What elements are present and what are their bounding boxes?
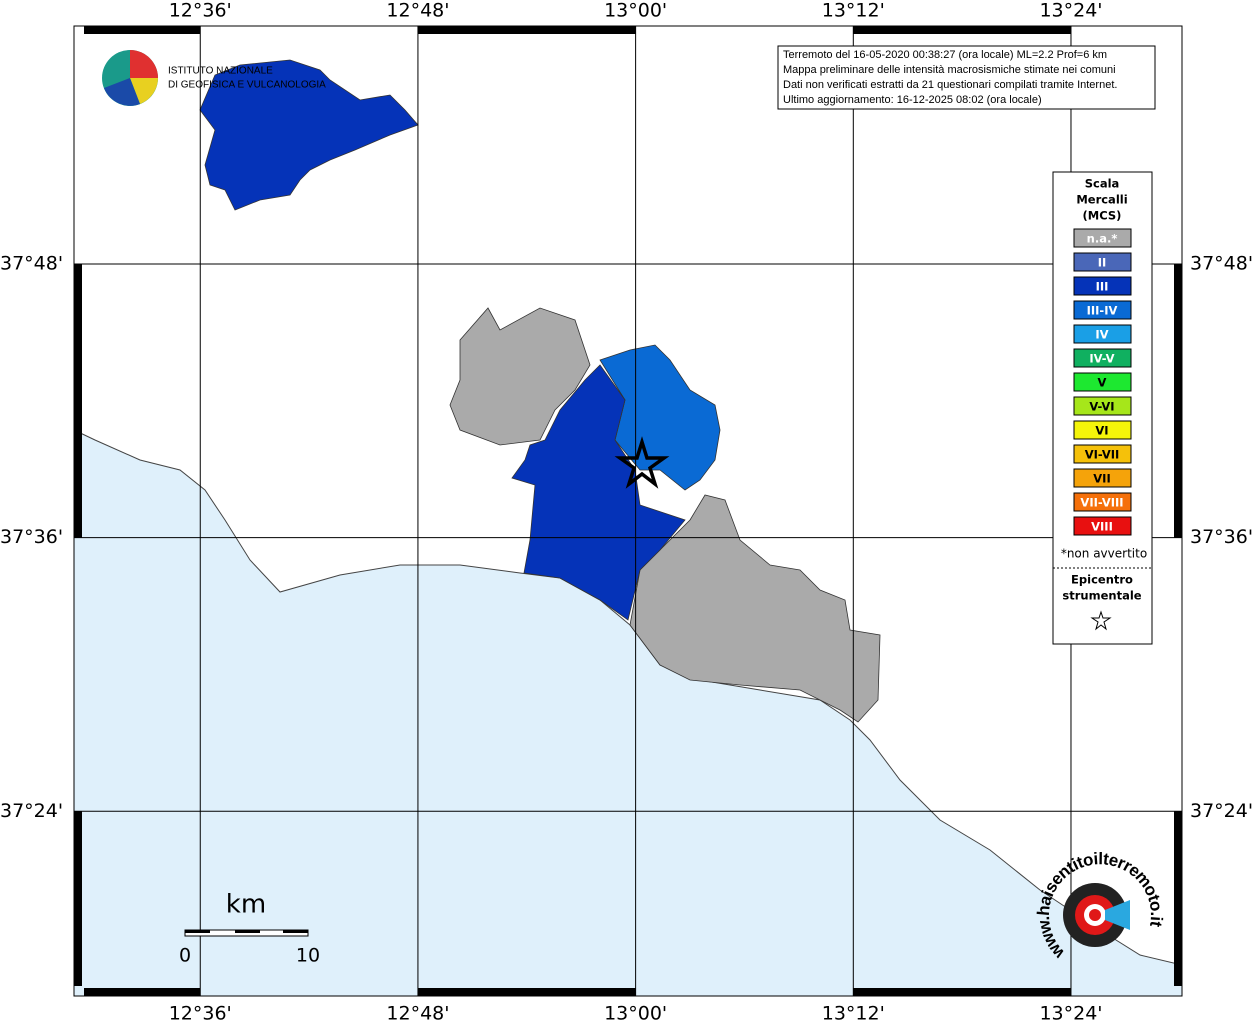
frame-bar: [74, 811, 82, 986]
area-iii-iv: [599, 344, 721, 491]
legend-swatch: [1073, 372, 1132, 392]
legend: ScalaMercalli(MCS)n.a.*IIIIIIII-IVIVIV-V…: [1053, 177, 1152, 631]
legend-note: *non avvertito: [1061, 547, 1147, 561]
legend-label: IV: [1095, 328, 1108, 342]
logo-speaker: [1105, 900, 1130, 930]
frame-bar: [853, 26, 1071, 34]
lon-label: 12°36': [169, 1003, 232, 1024]
scale-bar-segment: [283, 930, 308, 933]
legend-swatch: [1073, 468, 1132, 488]
legend-swatch: [1073, 444, 1132, 464]
frame-bar: [74, 264, 82, 538]
frame-bar: [417, 26, 636, 34]
legend-swatch: [1073, 516, 1132, 536]
legend-star: [1090, 610, 1112, 631]
frame-bar: [84, 26, 201, 34]
frame-bar: [1174, 811, 1182, 986]
legend-label: VI: [1095, 424, 1108, 438]
info-box: [777, 45, 1156, 110]
frame-ticks: [74, 26, 1182, 996]
legend-swatch: [1073, 420, 1132, 440]
lon-label: 13°24': [1039, 1003, 1102, 1024]
info-lines: Terremoto del 16-05-2020 00:38:27 (ora l…: [783, 49, 1117, 106]
legend-label: II: [1098, 256, 1107, 270]
frame-bar: [417, 988, 636, 996]
legend-label: III-IV: [1087, 304, 1118, 318]
lon-label: 13°00': [604, 1003, 667, 1024]
area-na-north: [449, 307, 591, 446]
scale-bar-segment: [235, 930, 260, 933]
legend-label: III: [1096, 280, 1109, 294]
area-iii: [511, 364, 686, 621]
lon-label: 12°36': [169, 0, 232, 22]
epicenter-star: [614, 436, 670, 489]
legend-swatch: [1073, 228, 1132, 248]
info-line: Ultimo aggiornamento: 16-12-2025 08:02 (…: [783, 94, 1042, 106]
lon-label: 13°00': [604, 0, 667, 22]
info-line: Dati non verificati estratti da 21 quest…: [783, 79, 1117, 91]
legend-epicenter: Epicentro: [1071, 573, 1133, 587]
legend-box: [1052, 171, 1153, 645]
lon-label: 12°48': [386, 1003, 449, 1024]
scale-label: 0: [179, 945, 191, 967]
lon-label: 12°48': [386, 0, 449, 22]
lon-label: 13°12': [822, 0, 885, 22]
scale-label: 10: [296, 945, 320, 967]
legend-swatch: [1073, 324, 1132, 344]
lon-label: 13°24': [1039, 0, 1102, 22]
legend-swatch: [1073, 396, 1132, 416]
graticule: [74, 26, 1182, 996]
logo-text: ISTITUTO NAZIONALE: [168, 66, 273, 77]
legend-swatch: [1073, 252, 1132, 272]
lat-label: 37°48': [0, 253, 63, 275]
lat-label: 37°24': [1190, 800, 1253, 822]
logo-text: DI GEOFISICA E VULCANOLOGIA: [168, 80, 326, 91]
lat-label: 37°24': [0, 800, 63, 822]
scale-bar: km 0 10: [179, 890, 320, 967]
legend-label: V: [1098, 376, 1107, 390]
info-line: Mappa preliminare delle intensità macros…: [783, 64, 1116, 76]
lon-label: 13°12': [822, 1003, 885, 1024]
legend-title: Mercalli: [1076, 193, 1127, 207]
legend-swatch: [1073, 276, 1132, 296]
logo-segment: [104, 78, 140, 106]
legend-title: Scala: [1085, 177, 1120, 191]
legend-label: VI-VII: [1085, 448, 1120, 462]
lat-label: 37°48': [1190, 253, 1253, 275]
lat-label: 37°36': [1190, 526, 1253, 548]
ingv-logo: ISTITUTO NAZIONALE DI GEOFISICA E VULCAN…: [102, 50, 326, 106]
municipalities: [199, 59, 881, 723]
legend-label: IV-V: [1089, 352, 1114, 366]
legend-label: n.a.*: [1087, 232, 1118, 246]
logo-segment: [130, 50, 158, 78]
legend-label: VII: [1093, 472, 1110, 486]
frame-bar: [1174, 264, 1182, 538]
legend-epicenter: strumentale: [1062, 589, 1141, 603]
legend-label: V-VI: [1089, 400, 1114, 414]
info-line: Terremoto del 16-05-2020 00:38:27 (ora l…: [783, 49, 1107, 61]
lat-label: 37°36': [0, 526, 63, 548]
legend-swatch: [1073, 492, 1132, 512]
legend-swatch: [1073, 300, 1132, 320]
legend-title: (MCS): [1083, 209, 1122, 223]
frame-bar: [84, 988, 201, 996]
logo-segment: [130, 78, 158, 104]
legend-swatch: [1073, 348, 1132, 368]
area-na-south: [629, 494, 881, 723]
frame-bar: [853, 988, 1071, 996]
scale-unit: km: [226, 890, 266, 920]
legend-label: VIII: [1091, 520, 1113, 534]
legend-label: VII-VIII: [1080, 496, 1123, 510]
scale-bar-segment: [185, 930, 210, 933]
logo-ring: [1089, 909, 1101, 921]
